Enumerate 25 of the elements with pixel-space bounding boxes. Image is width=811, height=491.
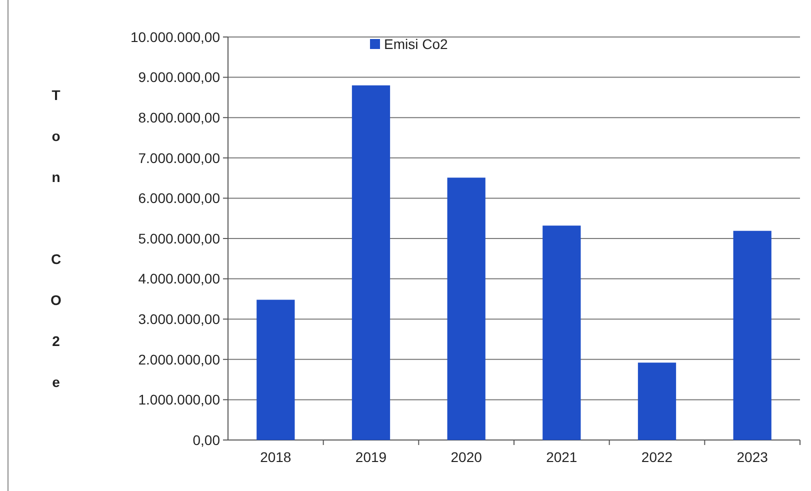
bar xyxy=(542,226,581,440)
legend-label: Emisi Co2 xyxy=(384,36,448,52)
y-tick-label: 2.000.000,00 xyxy=(138,351,220,368)
bar xyxy=(733,230,772,440)
bar xyxy=(638,362,676,440)
x-tick-label: 2018 xyxy=(260,449,292,465)
x-tick-label: 2022 xyxy=(641,449,673,465)
y-tick-label: 3.000.000,00 xyxy=(138,311,220,327)
y-tick-label: 0,00 xyxy=(192,432,220,448)
x-tick-label: 2019 xyxy=(355,449,387,465)
y-tick-label: 4.000.000,00 xyxy=(138,270,220,287)
y-tick-label: 6.000.000,00 xyxy=(138,190,220,206)
bar xyxy=(352,85,390,440)
y-tick-label: 9.000.000,00 xyxy=(138,69,220,86)
bar xyxy=(256,300,295,440)
x-tick-label: 2020 xyxy=(450,449,482,465)
x-tick-label: 2021 xyxy=(546,449,578,465)
y-tick-label: 10.000.000,00 xyxy=(130,28,220,45)
y-tick-label: 1.000.000,00 xyxy=(138,392,220,408)
y-tick-label: 8.000.000,00 xyxy=(138,110,220,126)
bar xyxy=(447,178,486,440)
y-tick-label: 5.000.000,00 xyxy=(138,230,220,246)
y-tick-label: 7.000.000,00 xyxy=(138,150,220,166)
y-axis-title: Ton CO2e xyxy=(48,87,64,415)
x-tick-label: 2023 xyxy=(736,449,768,465)
